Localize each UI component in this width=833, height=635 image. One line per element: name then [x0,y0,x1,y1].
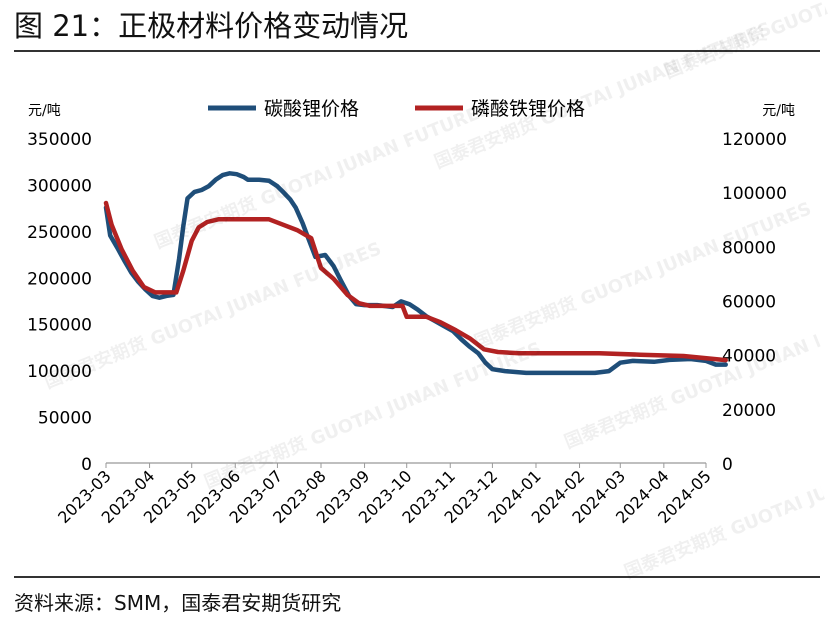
series-line-1 [103,171,728,376]
title-divider [14,50,820,52]
legend: 碳酸锂价格 磷酸铁锂价格 [208,98,585,120]
right-tick-label: 60000 [722,293,776,313]
legend-label: 碳酸锂价格 [264,98,359,120]
left-tick-label: 0 [81,455,92,475]
left-tick-label: 350000 [27,130,92,150]
right-tick-label: 20000 [722,401,776,421]
right-y-axis: 元/吨 0 20000 40000 60000 80000 100000 120000 [722,103,795,475]
figure-title: 图 21：正极材料价格变动情况 [14,9,409,43]
right-axis-unit: 元/吨 [762,103,795,119]
left-tick-label: 200000 [27,269,92,289]
right-tick-label: 100000 [722,184,787,204]
left-tick-label: 50000 [38,409,92,429]
right-tick-label: 80000 [722,238,776,258]
right-tick-label: 120000 [722,130,787,150]
left-tick-label: 300000 [27,176,92,196]
source-divider [14,576,820,578]
series-line-2 [103,200,728,363]
right-tick-label: 0 [722,455,733,475]
x-axis: 2023-032023-042023-052023-062023-072023-… [54,462,715,527]
right-tick-label: 40000 [722,347,776,367]
left-tick-label: 150000 [27,316,92,336]
series-layer [103,171,728,376]
left-y-axis: 元/吨 0 50000 100000 150000 200000 250000 300000 3… [27,103,92,475]
left-axis-unit: 元/吨 [28,103,61,119]
legend-label: 磷酸铁锂价格 [471,98,585,120]
source-note: 资料来源：SMM，国泰君安期货研究 [14,591,342,615]
left-tick-label: 250000 [27,223,92,243]
left-tick-label: 100000 [27,362,92,382]
